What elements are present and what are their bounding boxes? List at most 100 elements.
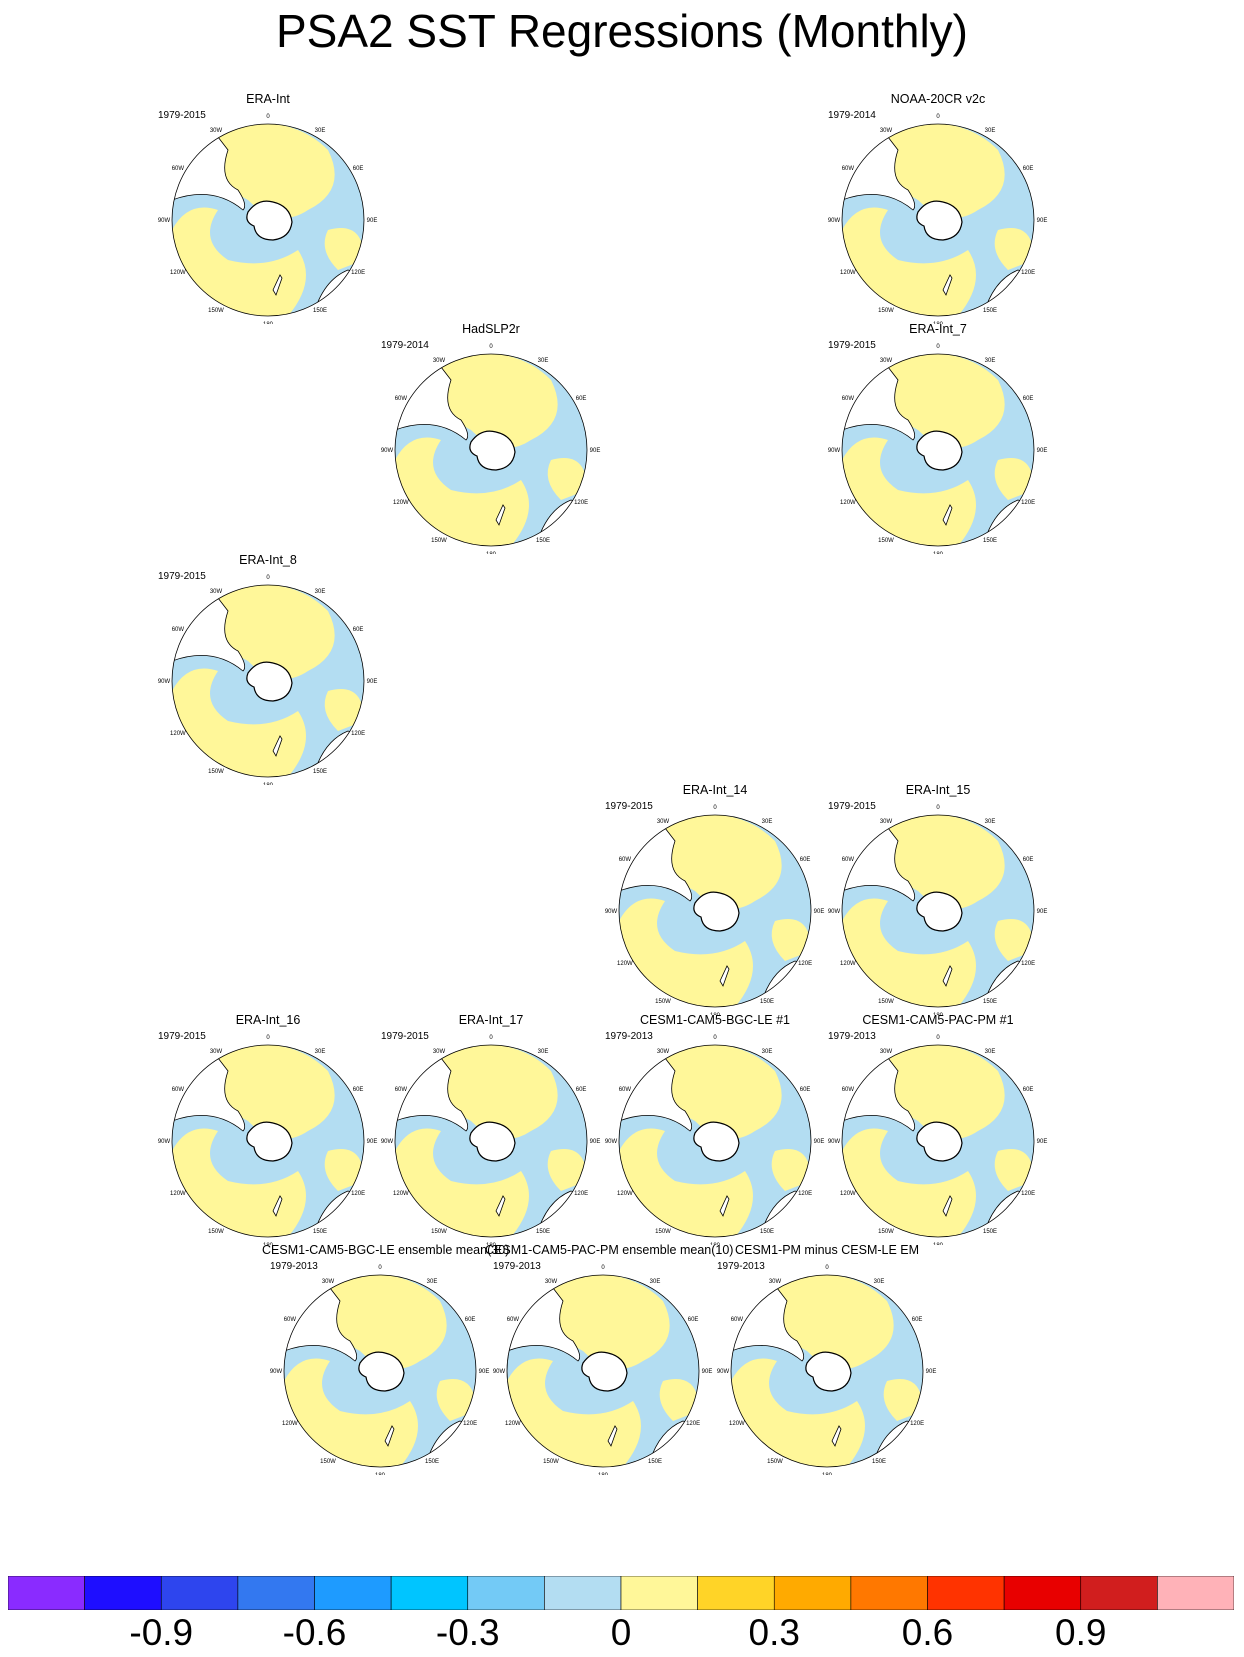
map-border — [618, 814, 812, 1008]
longitude-label: 150W — [431, 1229, 447, 1235]
ocean-positive-area — [439, 354, 558, 448]
longitude-label: 60E — [800, 1087, 811, 1093]
colorbar-swatch — [314, 1576, 392, 1610]
longitude-label: 150E — [313, 769, 327, 775]
longitude-label: 0 — [936, 805, 940, 811]
longitude-label: 120W — [840, 1191, 856, 1197]
longitude-label: 120W — [617, 961, 633, 967]
land-new-zealand — [495, 1195, 506, 1217]
map-border — [171, 1044, 365, 1238]
longitude-label: 150W — [878, 999, 894, 1005]
longitude-label: 90W — [158, 1139, 171, 1145]
longitude-label: 120E — [351, 1191, 365, 1197]
longitude-label: 0 — [936, 344, 940, 350]
polar-map: 0 30E 60E 90E 120E 150E 180 150W 120W 90W 60W 30W — [828, 114, 1048, 324]
longitude-label: 30W — [545, 1279, 558, 1285]
ocean-positive-area — [324, 689, 364, 731]
panel-period: 1979-2014 — [828, 110, 876, 121]
longitude-label: 90W — [828, 448, 841, 454]
polar-map: 0 30E 60E 90E 120E 150E 180 150W 120W 90W 60W 30W — [828, 344, 1048, 554]
longitude-label: 150E — [760, 1229, 774, 1235]
polar-map: 0 30E 60E 90E 120E 150E 180 150W 120W 90W 60W 30W — [493, 1265, 713, 1475]
longitude-label: 60E — [912, 1317, 923, 1323]
longitude-label: 90E — [1037, 448, 1048, 454]
longitude-label: 120E — [686, 1421, 700, 1427]
longitude-label: 90W — [270, 1369, 283, 1375]
longitude-label: 30E — [538, 1049, 549, 1055]
colorbar-swatch — [1157, 1576, 1234, 1610]
map-panel-era-int-8: ERA-Int_8 1979-2015 0 30E 60E 90E 120E 150E 180 1… — [150, 553, 386, 785]
longitude-label: 60W — [731, 1317, 744, 1323]
longitude-label: 150E — [983, 999, 997, 1005]
panel-period: 1979-2015 — [828, 340, 876, 351]
polar-map: 0 30E 60E 90E 120E 150E 180 150W 120W 90W 60W 30W — [158, 1035, 378, 1245]
ocean-positive-area — [216, 124, 335, 218]
map-border — [730, 1274, 924, 1468]
longitude-label: 180 — [486, 552, 497, 554]
colorbar-swatch — [544, 1576, 622, 1610]
polar-map: 0 30E 60E 90E 120E 150E 180 150W 120W 90W 60W 30W — [605, 1035, 825, 1245]
longitude-label: 150E — [983, 538, 997, 544]
longitude-label: 60W — [172, 166, 185, 172]
longitude-label: 0 — [936, 114, 940, 120]
longitude-label: 180 — [263, 322, 274, 324]
ocean-positive-area — [771, 919, 811, 961]
ocean-positive-area — [395, 1128, 529, 1237]
longitude-label: 150E — [536, 538, 550, 544]
ocean-positive-area — [883, 1379, 923, 1421]
longitude-label: 180 — [375, 1473, 386, 1475]
longitude-label: 30W — [322, 1279, 335, 1285]
longitude-label: 60E — [353, 166, 364, 172]
ocean-positive-area — [994, 228, 1034, 270]
panel-period: 1979-2015 — [381, 1031, 429, 1042]
map-panel-cesm-bgc-le-em: CESM1-CAM5-BGC-LE ensemble mean(30) 1979-… — [262, 1243, 510, 1475]
longitude-label: 150W — [878, 308, 894, 314]
longitude-label: 60W — [395, 396, 408, 402]
longitude-label: 0 — [936, 1035, 940, 1041]
land-new-zealand — [942, 965, 953, 987]
polar-map: 0 30E 60E 90E 120E 150E 180 150W 120W 90W 60W 30W — [158, 575, 378, 785]
longitude-label: 60W — [172, 627, 185, 633]
longitude-label: 60W — [507, 1317, 520, 1323]
longitude-label: 180 — [263, 783, 274, 785]
map-panel-era-int-7: ERA-Int_7 1979-2015 0 30E 60E 90E 120E 150E 180 1… — [820, 322, 1056, 554]
colorbar-tick-label: -0.9 — [129, 1612, 194, 1653]
colorbar-tick-label: -0.6 — [282, 1612, 347, 1653]
map-border — [841, 814, 1035, 1008]
longitude-label: 150W — [767, 1459, 783, 1465]
ocean-positive-area — [771, 1149, 811, 1191]
longitude-label: 60W — [395, 1087, 408, 1093]
ocean-positive-area — [547, 458, 587, 500]
longitude-label: 0 — [601, 1265, 605, 1271]
panel-title: NOAA-20CR v2c — [890, 92, 986, 106]
map-panel-era-int-14: ERA-Int_14 1979-2015 0 30E 60E 90E 120E 150E 180… — [597, 783, 833, 1015]
longitude-label: 0 — [825, 1265, 829, 1271]
land-antarctica — [246, 661, 293, 702]
land-new-zealand — [384, 1425, 395, 1447]
ocean-positive-area — [551, 1275, 670, 1369]
longitude-label: 30E — [985, 819, 996, 825]
longitude-label: 0 — [713, 805, 717, 811]
ocean-positive-area — [507, 1358, 641, 1467]
land-antarctica — [469, 430, 516, 471]
land-new-zealand — [495, 504, 506, 526]
longitude-label: 150W — [208, 308, 224, 314]
ocean-positive-area — [842, 207, 976, 316]
colorbar-swatch — [927, 1576, 1005, 1610]
longitude-label: 150W — [431, 538, 447, 544]
land-antarctica — [469, 1121, 516, 1162]
panel-period: 1979-2014 — [381, 340, 429, 351]
map-panel-era-int-15: ERA-Int_15 1979-2015 0 30E 60E 90E 120E 150E 180… — [820, 783, 1056, 1015]
polar-map: 0 30E 60E 90E 120E 150E 180 150W 120W 90W 60W 30W — [605, 805, 825, 1015]
panel-period: 1979-2015 — [828, 801, 876, 812]
longitude-label: 120E — [798, 1191, 812, 1197]
longitude-label: 30W — [433, 1049, 446, 1055]
longitude-label: 60W — [284, 1317, 297, 1323]
ocean-positive-area — [659, 1379, 699, 1421]
longitude-label: 120W — [393, 500, 409, 506]
panel-title: CESM1-CAM5-BGC-LE ensemble mean(30) — [262, 1243, 510, 1257]
longitude-label: 120E — [463, 1421, 477, 1427]
longitude-label: 60W — [842, 396, 855, 402]
longitude-label: 30E — [762, 819, 773, 825]
longitude-label: 150E — [313, 1229, 327, 1235]
